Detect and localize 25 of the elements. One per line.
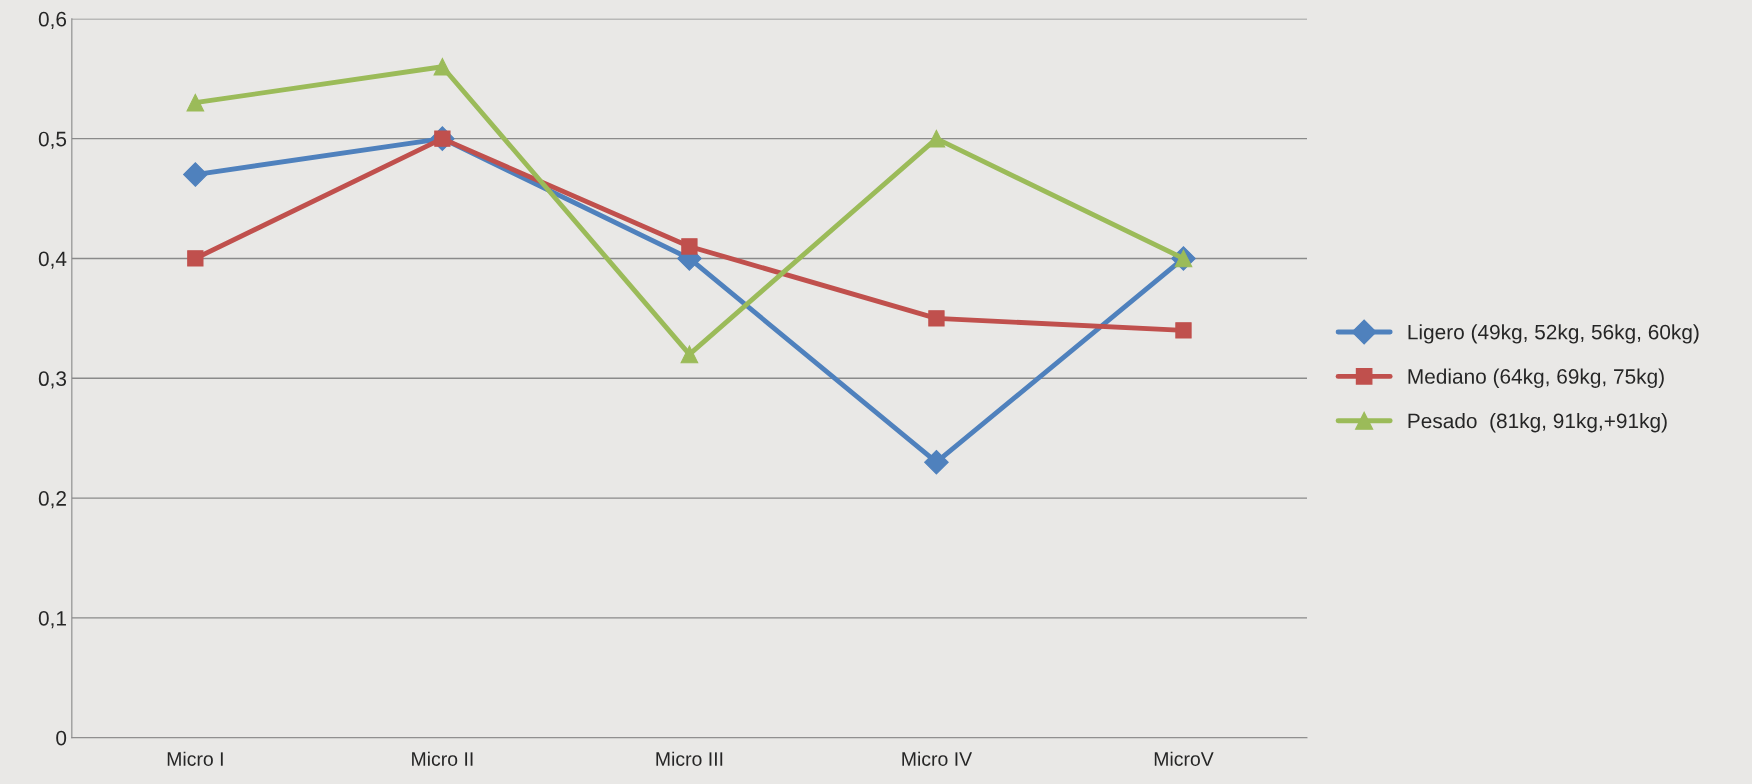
y-tick-label: 0 [56, 730, 67, 746]
point [927, 129, 946, 148]
point [187, 250, 204, 267]
point [1175, 322, 1192, 339]
legend-label: Mediano (64kg, 69kg, 75kg) [1408, 368, 1664, 388]
y-tick-label: 0,3 [38, 371, 67, 389]
point [186, 93, 205, 112]
point [928, 310, 945, 327]
legend-label: Ligero (49kg, 52kg, 56kg, 60kg) [1408, 324, 1699, 344]
x-tick-label: Micro III [656, 751, 723, 766]
point [680, 345, 699, 364]
x-tick-label: Micro IV [902, 751, 973, 766]
y-tick-label: 0,1 [38, 610, 66, 629]
point [681, 238, 698, 255]
point [183, 162, 208, 187]
x-tick-label: Micro I [167, 751, 223, 766]
x-tick-label: MicroV [1154, 751, 1214, 766]
y-tick-label: 0,6 [38, 11, 67, 30]
legend-label: Pesado (81kg, 91kg,+91kg) [1408, 412, 1667, 433]
point [924, 449, 949, 475]
y-tick-label: 0,4 [38, 251, 67, 269]
y-tick-label: 0,2 [38, 491, 66, 509]
x-tick-label: Micro II [412, 751, 473, 766]
y-tick-label: 0,5 [38, 131, 67, 149]
point [433, 57, 452, 76]
